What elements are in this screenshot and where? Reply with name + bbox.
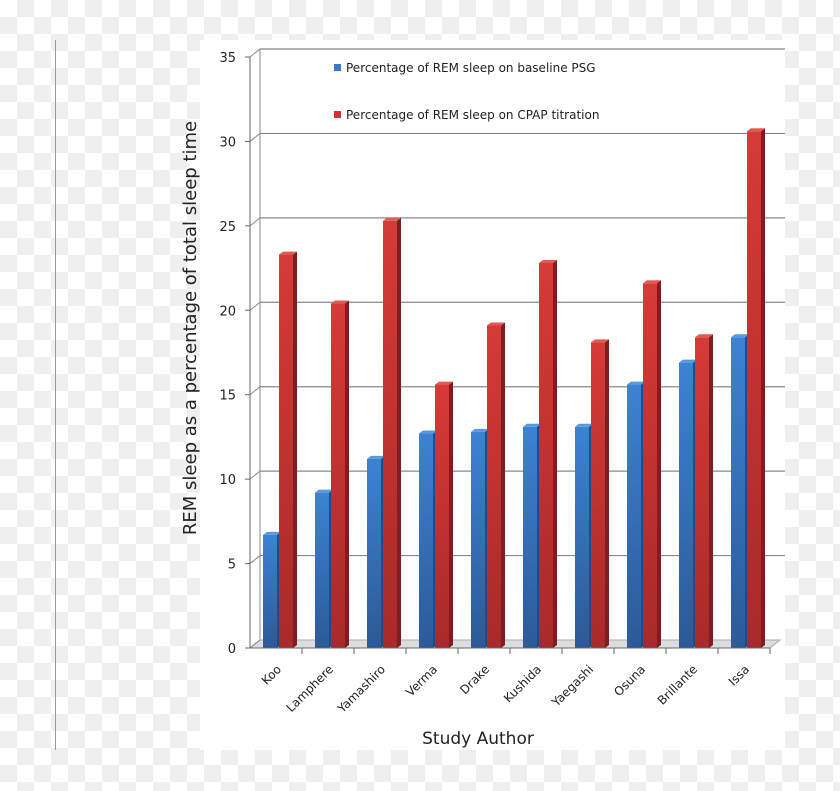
divider-line xyxy=(55,40,56,750)
x-tick-label: Koo xyxy=(259,662,284,687)
bar-top xyxy=(747,128,765,132)
bar-top xyxy=(591,339,609,343)
y-tick-label: 5 xyxy=(228,558,236,573)
bar-cpap-titration xyxy=(539,263,553,648)
gridline-diagonal xyxy=(249,555,261,564)
y-tick-label: 25 xyxy=(219,220,236,235)
x-tick-label: Yaegashi xyxy=(548,662,596,710)
bar-top xyxy=(419,430,437,434)
bar-top xyxy=(523,423,541,427)
gridline-diagonal xyxy=(249,301,261,311)
gridline-diagonal xyxy=(249,639,261,649)
legend-label-cpap: Percentage of REM sleep on CPAP titratio… xyxy=(346,108,599,122)
bar-baseline-psg xyxy=(419,433,433,648)
gridline-diagonal xyxy=(249,133,261,142)
bar-top xyxy=(695,334,713,338)
bar-cpap-titration xyxy=(383,220,397,648)
bar-cpap-titration xyxy=(487,325,501,648)
bar-cpap-titration xyxy=(695,337,709,648)
legend-swatch-baseline xyxy=(334,64,341,71)
bar-baseline-psg xyxy=(731,337,745,648)
bar-top xyxy=(487,322,505,326)
x-tick-label: Brillante xyxy=(655,662,700,707)
legend-swatch-cpap xyxy=(334,111,341,118)
x-tick-label: Verma xyxy=(403,662,440,699)
bar-top xyxy=(539,260,557,264)
bar-top xyxy=(731,334,749,338)
y-axis-label: REM sleep as a percentage of total sleep… xyxy=(180,121,201,535)
gridline-diagonal xyxy=(249,48,261,58)
y-tick-label: 20 xyxy=(219,304,236,319)
bar-top xyxy=(383,217,401,221)
bar-side xyxy=(501,322,505,648)
bar-cpap-titration xyxy=(643,283,657,648)
y-tick-label: 30 xyxy=(219,135,236,150)
x-tick-label: Kushida xyxy=(501,662,544,705)
y-tick-label: 0 xyxy=(228,642,236,657)
x-tick-label: Lamphere xyxy=(284,662,337,715)
bar-baseline-psg xyxy=(627,384,641,648)
bar-side xyxy=(293,251,297,648)
bar-baseline-psg xyxy=(679,362,693,648)
bar-top xyxy=(435,381,453,385)
bar-top xyxy=(575,423,593,427)
legend-label-baseline: Percentage of REM sleep on baseline PSG xyxy=(346,61,596,75)
bar-baseline-psg xyxy=(523,426,537,648)
bar-side xyxy=(449,381,453,648)
x-tick-label: Yamashiro xyxy=(334,662,388,716)
x-tick-label: Osuna xyxy=(611,662,648,699)
bar-baseline-psg xyxy=(367,458,381,648)
bar-baseline-psg xyxy=(471,431,485,648)
bar-top xyxy=(367,455,385,459)
bar-side xyxy=(397,217,401,648)
y-tick-label: 10 xyxy=(219,473,236,488)
bar-top xyxy=(315,489,333,493)
bar-cpap-titration xyxy=(279,254,293,648)
bar-cpap-titration xyxy=(331,303,345,648)
bar-top xyxy=(679,359,697,363)
x-tick-label: Drake xyxy=(457,662,492,697)
bar-side xyxy=(709,334,713,648)
bar-top xyxy=(279,251,297,255)
y-tick-label: 15 xyxy=(219,389,236,404)
bar-cpap-titration xyxy=(591,342,605,648)
bar-baseline-psg xyxy=(315,492,329,648)
gridline-diagonal xyxy=(249,386,261,396)
x-axis-label: Study Author xyxy=(422,729,534,749)
gridline-diagonal xyxy=(249,470,261,480)
bar-side xyxy=(605,339,609,648)
gridline-diagonal xyxy=(249,217,261,227)
bar-cpap-titration xyxy=(747,131,761,649)
bar-top xyxy=(643,280,661,284)
bar-baseline-psg xyxy=(263,534,277,648)
bar-top xyxy=(471,428,489,432)
bar-side xyxy=(761,128,765,649)
y-tick-label: 35 xyxy=(219,51,236,66)
bar-top xyxy=(263,531,281,535)
bar-baseline-psg xyxy=(575,426,589,648)
bar-top xyxy=(627,381,645,385)
x-tick-label: Issa xyxy=(726,662,752,688)
legend: Percentage of REM sleep on baseline PSG … xyxy=(334,61,599,122)
bar-side xyxy=(553,260,557,648)
bar-side xyxy=(345,300,349,648)
bar-top xyxy=(331,300,349,304)
bar-side xyxy=(657,280,661,648)
bar-cpap-titration xyxy=(435,384,449,648)
